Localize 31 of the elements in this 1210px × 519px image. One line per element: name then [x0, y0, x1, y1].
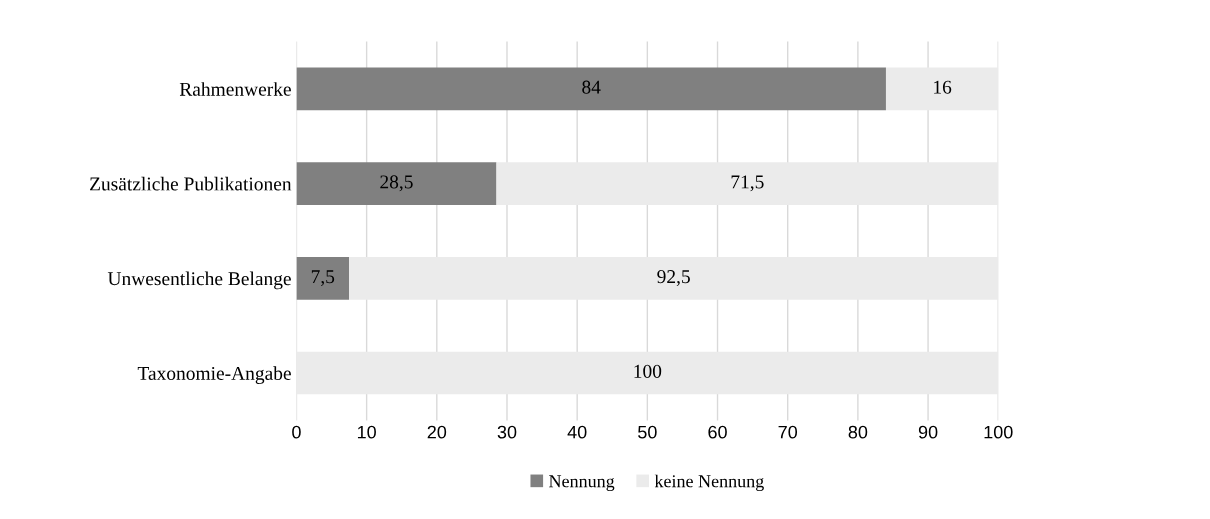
x-tick-label: 70: [778, 425, 798, 439]
y-tick-label: Unwesentliche Belange: [107, 271, 291, 290]
data-label: 71,5: [731, 175, 764, 192]
x-tick-label: 50: [638, 425, 657, 439]
bar: [349, 257, 999, 300]
bar: [296, 67, 886, 111]
bar: [296, 257, 350, 300]
x-tick-label: 30: [497, 425, 517, 439]
data-label: 100: [634, 364, 662, 378]
x-tick-label: 20: [427, 425, 447, 439]
legend-label: keine Nennung: [654, 474, 764, 492]
data-label: 92,5: [657, 270, 690, 286]
legend-label: Nennung: [549, 475, 615, 492]
y-tick-label: Taxonomie-Angabe: [137, 366, 291, 384]
bar: [296, 351, 999, 395]
x-tick-label: 90: [918, 425, 938, 439]
bar: [885, 67, 999, 111]
x-tick-label: 0: [292, 425, 301, 439]
x-tick-label: 80: [848, 425, 868, 439]
y-tick-label: Rahmenwerke: [179, 82, 291, 96]
bar: [496, 162, 999, 205]
data-label: 28,5: [380, 175, 413, 192]
x-tick-label: 40: [567, 425, 587, 439]
x-tick-label: 10: [357, 425, 376, 439]
data-label: 16: [934, 80, 952, 94]
data-label: 7,5: [311, 270, 335, 286]
data-label: 84: [582, 80, 601, 94]
bar: [296, 162, 497, 205]
x-tick-label: 60: [708, 425, 727, 439]
y-tick-label: Zusätzliche Publikationen: [90, 176, 292, 191]
x-tick-label: 100: [984, 425, 1013, 439]
